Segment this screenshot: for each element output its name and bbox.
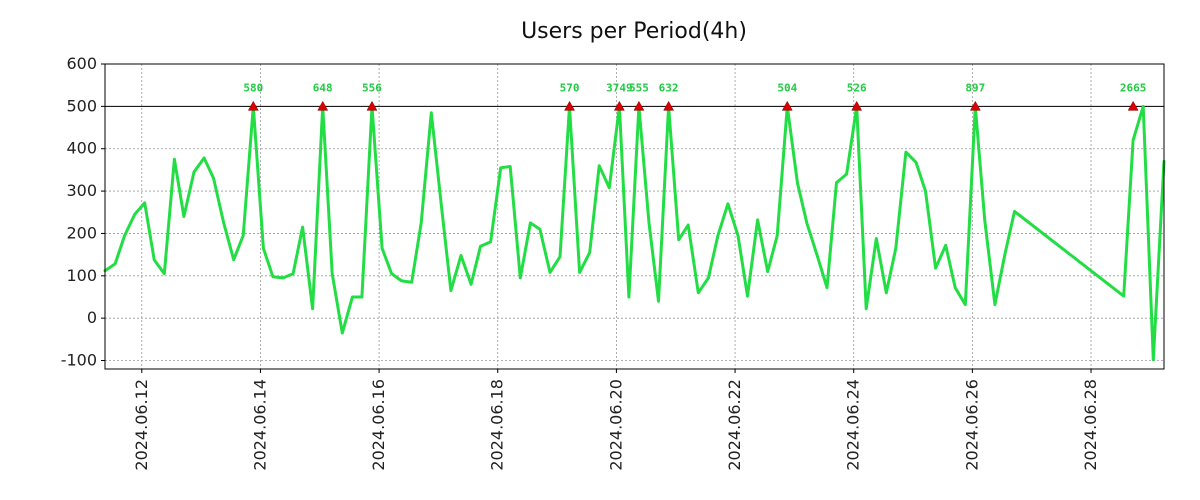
peak-marker xyxy=(613,100,625,111)
peak-marker xyxy=(564,100,575,111)
peak-label: 897 xyxy=(965,81,985,94)
peak-label: 570 xyxy=(560,81,580,94)
peak-marker xyxy=(366,100,378,111)
peak-marker xyxy=(633,100,645,111)
x-tick-label: 2024.06.24 xyxy=(844,379,863,471)
y-tick-label: -100 xyxy=(61,351,97,370)
y-tick-label: 300 xyxy=(66,181,97,200)
axes xyxy=(101,63,1165,373)
y-tick-label: 500 xyxy=(66,96,97,115)
x-tick-label: 2024.06.22 xyxy=(725,379,744,471)
y-tick-label: 100 xyxy=(66,266,97,285)
peak-marker xyxy=(663,100,675,111)
x-tick-label: 2024.06.14 xyxy=(250,379,269,471)
tick-labels: 600 500 400 300 200 100 0 -100 2024.06.12 2024.06… xyxy=(61,54,1100,471)
peak-marker xyxy=(317,100,329,111)
series-layer xyxy=(103,104,1166,362)
peak-marker xyxy=(969,100,981,111)
y-tick-label: 0 xyxy=(87,308,97,327)
peak-label: 555 xyxy=(629,81,649,94)
series-line-users xyxy=(103,104,1166,362)
x-tick-label: 2024.06.28 xyxy=(1081,379,1100,471)
peak-label: 580 xyxy=(243,81,263,94)
peak-marker xyxy=(247,100,259,111)
peak-label: 648 xyxy=(313,81,333,94)
x-tick-label: 2024.06.20 xyxy=(606,379,625,471)
peak-marker xyxy=(1127,100,1139,111)
y-tick-label: 400 xyxy=(66,139,97,158)
chart-title: Users per Period(4h) xyxy=(521,19,747,44)
x-tick-label: 2024.06.12 xyxy=(132,379,151,471)
peak-markers xyxy=(247,100,1139,111)
peak-label: 632 xyxy=(659,81,679,94)
plot-frame xyxy=(104,63,1165,370)
peak-label: 504 xyxy=(777,81,797,94)
peak-label: 526 xyxy=(847,81,867,94)
x-tick-label: 2024.06.16 xyxy=(369,379,388,471)
x-tick-label: 2024.06.26 xyxy=(962,379,981,471)
y-tick-label: 600 xyxy=(66,54,97,73)
peak-marker xyxy=(781,100,793,111)
peak-marker xyxy=(851,100,863,111)
y-tick-label: 200 xyxy=(66,223,97,242)
x-tick-label: 2024.06.18 xyxy=(488,379,507,471)
peak-label: 3749 xyxy=(606,81,633,94)
peak-label: 2665 xyxy=(1120,81,1147,94)
peak-label: 556 xyxy=(362,81,382,94)
